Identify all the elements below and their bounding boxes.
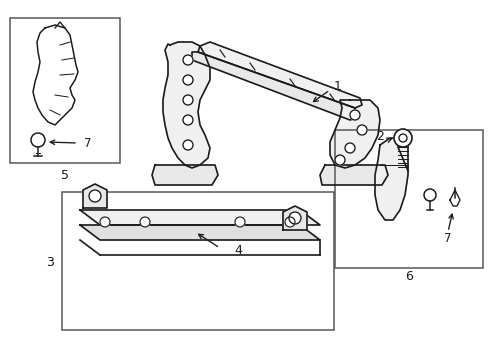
Polygon shape bbox=[198, 42, 361, 108]
Text: 2: 2 bbox=[375, 130, 383, 143]
Text: 5: 5 bbox=[61, 168, 69, 181]
Text: 7: 7 bbox=[84, 136, 92, 149]
Text: 7: 7 bbox=[443, 231, 451, 244]
Circle shape bbox=[288, 212, 301, 224]
Circle shape bbox=[345, 143, 354, 153]
Circle shape bbox=[183, 95, 193, 105]
Circle shape bbox=[183, 55, 193, 65]
Text: 4: 4 bbox=[234, 243, 242, 257]
Circle shape bbox=[235, 217, 244, 227]
Circle shape bbox=[183, 75, 193, 85]
Polygon shape bbox=[163, 42, 209, 168]
Polygon shape bbox=[80, 210, 319, 225]
Polygon shape bbox=[83, 184, 107, 208]
Bar bbox=[62, 192, 333, 330]
Circle shape bbox=[356, 125, 366, 135]
Circle shape bbox=[89, 190, 101, 202]
Polygon shape bbox=[449, 190, 459, 206]
Polygon shape bbox=[192, 52, 356, 120]
Bar bbox=[334, 130, 482, 268]
Circle shape bbox=[31, 133, 45, 147]
Circle shape bbox=[423, 189, 435, 201]
Polygon shape bbox=[329, 100, 379, 168]
Polygon shape bbox=[152, 165, 218, 185]
Circle shape bbox=[285, 217, 294, 227]
Polygon shape bbox=[374, 138, 407, 220]
Circle shape bbox=[334, 155, 345, 165]
Circle shape bbox=[140, 217, 150, 227]
Polygon shape bbox=[319, 165, 387, 185]
Circle shape bbox=[393, 129, 411, 147]
Polygon shape bbox=[283, 206, 306, 230]
Circle shape bbox=[100, 217, 110, 227]
Text: 6: 6 bbox=[404, 270, 412, 283]
Circle shape bbox=[349, 110, 359, 120]
Text: 3: 3 bbox=[46, 256, 54, 269]
Text: 1: 1 bbox=[333, 80, 341, 93]
Bar bbox=[10, 18, 120, 163]
Circle shape bbox=[183, 140, 193, 150]
Polygon shape bbox=[80, 225, 319, 240]
Circle shape bbox=[183, 115, 193, 125]
